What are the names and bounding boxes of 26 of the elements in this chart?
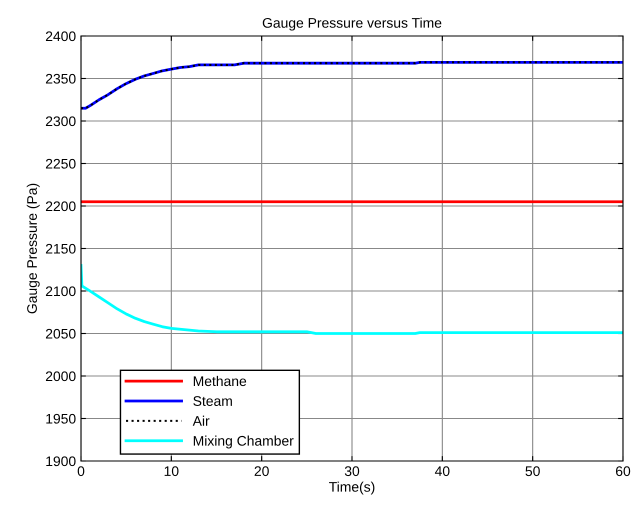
y-tick-label: 2350 <box>46 74 76 84</box>
y-tick-label: 2200 <box>46 201 76 212</box>
y-tick-label: 1950 <box>46 414 76 424</box>
y-tick-label: 2400 <box>46 31 76 42</box>
x-tick-label: 20 <box>254 466 269 476</box>
y-tick-label: 2300 <box>46 116 76 126</box>
y-tick-label: 2100 <box>46 286 76 296</box>
chart-title: Gauge Pressure versus Time <box>262 18 442 31</box>
x-tick-label: 40 <box>434 466 450 476</box>
y-tick-label: 1900 <box>46 456 76 466</box>
x-tick-label: 10 <box>164 466 179 476</box>
line-series <box>81 264 623 335</box>
y-tick-label: 2150 <box>46 244 76 254</box>
legend-label: Steam <box>193 396 232 406</box>
y-tick-label: 2000 <box>46 371 76 382</box>
x-tick-label: 0 <box>78 466 84 476</box>
legend-label: Methane <box>194 376 246 386</box>
y-tick-label: 2250 <box>46 158 76 169</box>
legend-label: Air <box>192 416 210 426</box>
x-tick-label: 50 <box>526 466 540 476</box>
y-axis-title: Gauge Pressure (Pa) <box>26 184 40 314</box>
x-tick-label: 30 <box>344 466 360 476</box>
x-tick-label: 60 <box>616 466 630 476</box>
legend-label: Mixing Chamber <box>194 436 294 448</box>
y-tick-label: 2050 <box>46 328 76 339</box>
x-axis-title: Time(s) <box>329 482 374 495</box>
